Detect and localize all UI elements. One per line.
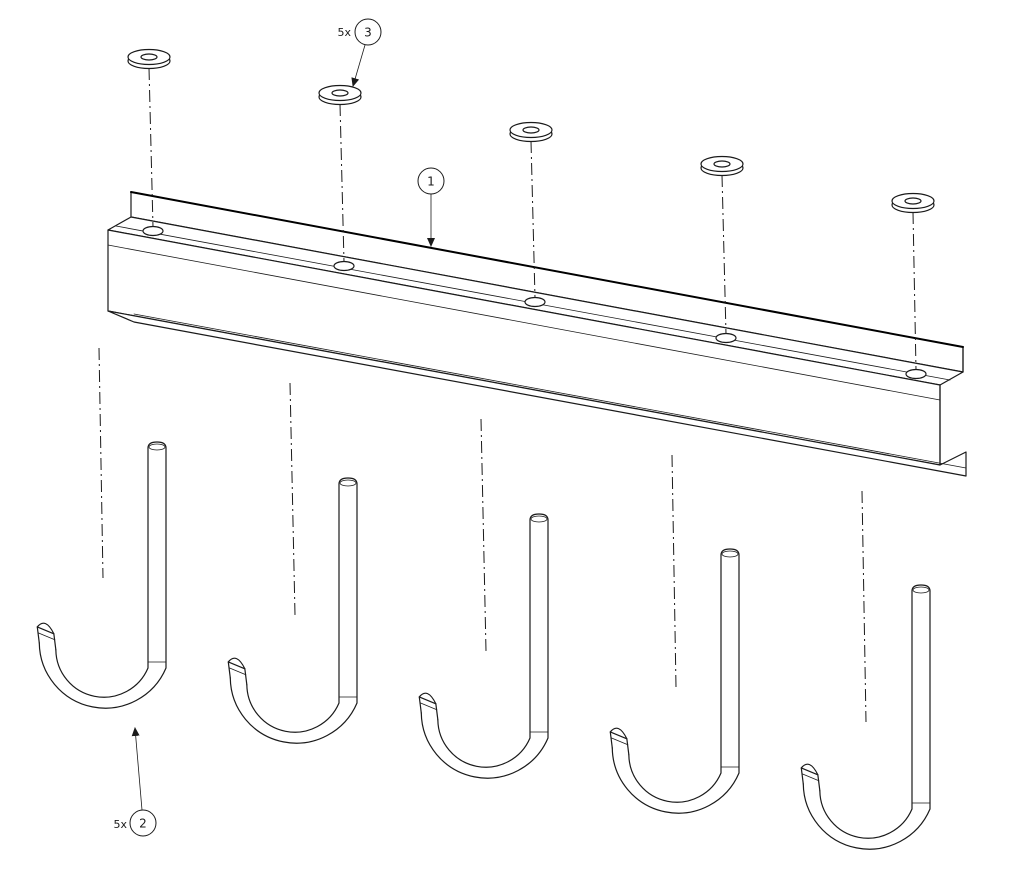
rail-hole bbox=[715, 332, 737, 344]
balloon-1: 1 bbox=[417, 167, 445, 247]
j-bolt-hook bbox=[418, 513, 549, 779]
j-bolt-hooks bbox=[36, 441, 931, 850]
washer bbox=[700, 155, 744, 177]
j-bolt-hook bbox=[227, 477, 358, 744]
centerline bbox=[530, 140, 536, 299]
hook-outer-edge bbox=[420, 519, 549, 779]
rail-bottom-flange bbox=[107, 310, 967, 477]
balloon-3: 3 5x bbox=[337, 18, 382, 87]
rail-hole bbox=[524, 296, 546, 308]
centerline bbox=[289, 382, 296, 616]
balloon-quantity: 5x bbox=[113, 818, 127, 831]
hook-outer-edge bbox=[802, 590, 931, 850]
hook-inner-edge bbox=[55, 447, 149, 698]
washers bbox=[127, 48, 935, 214]
hook-inner-edge bbox=[246, 483, 340, 733]
centerline bbox=[148, 67, 154, 228]
washer bbox=[318, 84, 362, 106]
balloon-2: 2 5x bbox=[113, 727, 157, 837]
centerline bbox=[861, 490, 867, 723]
rail-hole bbox=[905, 368, 927, 380]
j-bolt-hook bbox=[609, 548, 740, 814]
rail-hole bbox=[142, 225, 164, 237]
balloon-number: 2 bbox=[139, 817, 147, 831]
j-bolt-hook bbox=[800, 584, 931, 850]
balloon-number: 1 bbox=[427, 175, 435, 189]
washer bbox=[509, 121, 553, 143]
hook-inner-edge bbox=[628, 554, 722, 803]
hook-outer-edge bbox=[38, 447, 167, 709]
washer bbox=[891, 192, 935, 214]
rail-hole bbox=[333, 260, 355, 272]
hook-outer-edge bbox=[611, 554, 740, 814]
centerline bbox=[721, 174, 727, 335]
hook-outer-edge bbox=[229, 483, 358, 744]
hook-inner-edge bbox=[819, 590, 913, 839]
centerline bbox=[339, 103, 345, 263]
centerline bbox=[671, 454, 677, 688]
centerline bbox=[98, 347, 104, 579]
centerline bbox=[480, 418, 487, 652]
washer bbox=[127, 48, 171, 70]
hook-inner-edge bbox=[437, 519, 531, 768]
balloon-number: 3 bbox=[364, 26, 372, 40]
balloon-quantity: 5x bbox=[337, 26, 351, 39]
channel-rail bbox=[107, 191, 967, 477]
centerline bbox=[912, 211, 917, 371]
j-bolt-hook bbox=[36, 441, 167, 709]
assembly-centerlines bbox=[98, 67, 917, 723]
